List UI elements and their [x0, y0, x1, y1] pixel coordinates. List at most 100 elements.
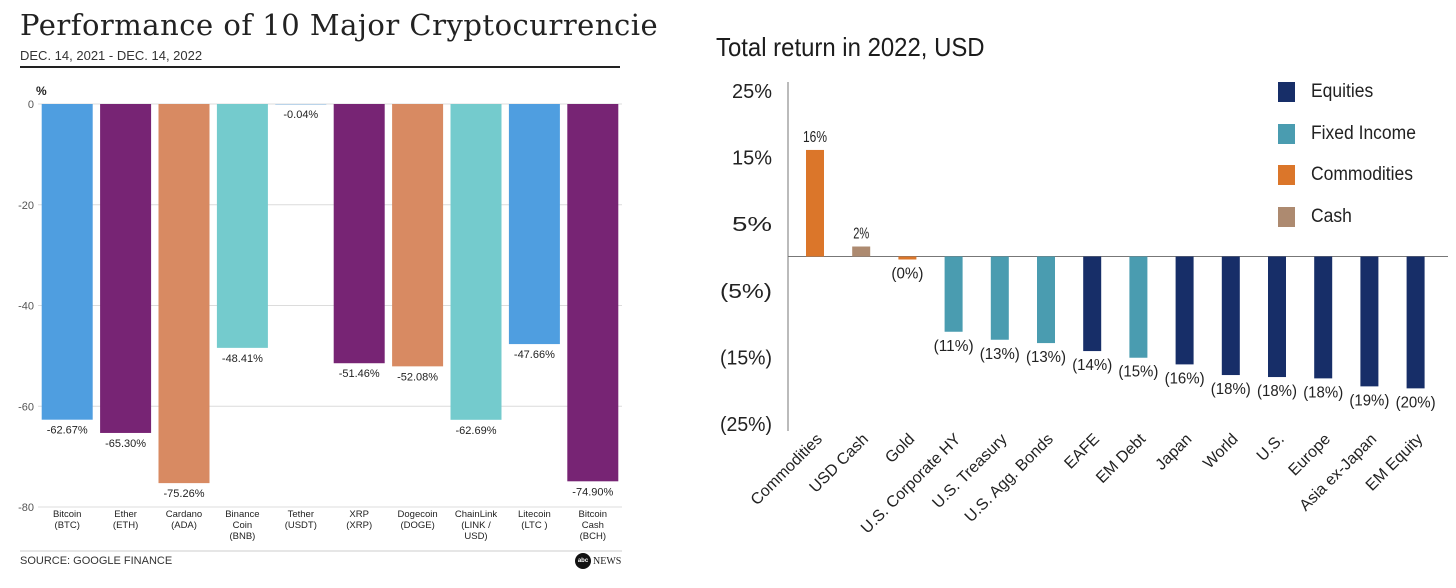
bar	[1314, 256, 1333, 379]
x-tick-label: (BTC)	[55, 520, 80, 531]
legend-swatch	[1278, 82, 1295, 102]
legend-label: Fixed Income	[1311, 122, 1416, 144]
y-tick-label: 0	[28, 99, 34, 111]
data-label: (13%)	[980, 346, 1020, 363]
bar	[852, 246, 871, 257]
data-label: (13%)	[1026, 349, 1066, 366]
data-label: (18%)	[1303, 384, 1343, 401]
data-label: (19%)	[1349, 392, 1389, 409]
x-tick-label: (ETH)	[113, 520, 138, 531]
y-tick-label: (15%)	[720, 347, 772, 369]
bar	[450, 104, 502, 420]
x-tick-label: (BCH)	[580, 531, 606, 542]
bar	[1083, 256, 1102, 352]
bar	[216, 104, 268, 348]
y-tick-label: -20	[18, 200, 34, 212]
bar	[158, 104, 210, 484]
chart-subtitle: DEC. 14, 2021 - DEC. 14, 2022	[20, 48, 203, 63]
x-tick-label: Cardano	[166, 509, 202, 520]
x-tick-label: Binance	[225, 509, 259, 520]
x-tick-label: USD)	[464, 531, 487, 542]
data-label: (18%)	[1211, 381, 1251, 398]
legend-label: Commodities	[1311, 164, 1414, 185]
bar	[990, 256, 1009, 340]
legend-swatch	[1278, 165, 1295, 185]
y-tick-label: -80	[18, 502, 34, 514]
legend-swatch	[1278, 123, 1295, 144]
data-label: -0.04%	[283, 109, 318, 121]
bar	[392, 104, 444, 367]
bar	[100, 104, 152, 433]
x-tick-label: (LINK /	[461, 520, 491, 531]
data-label: -65.30%	[105, 438, 146, 450]
abc-logo-icon: abc	[575, 553, 591, 569]
y-tick-label: (5%)	[720, 281, 772, 303]
x-tick-label: U.S.	[1254, 431, 1288, 465]
x-tick-label: (DOGE)	[400, 520, 434, 531]
data-label: -74.90%	[572, 486, 613, 498]
bar	[41, 104, 93, 420]
legend-item: Fixed Income	[1278, 123, 1425, 145]
bar	[1175, 256, 1194, 365]
returns-bar-chart: 25%15%5%(5%)(15%)(25%)16%Commodities2%US…	[720, 81, 1448, 537]
bar	[567, 104, 619, 482]
chart-title: Total return in 2022, USD	[716, 32, 985, 62]
legend-item: Cash	[1278, 206, 1355, 228]
returns-chart-panel: 25% 15% 5% (5%) (15%) (25%) 16% Commodities 2% US…	[658, 0, 1456, 588]
data-label: -62.67%	[47, 425, 88, 437]
y-tick-label: 5%	[732, 214, 772, 236]
x-tick-label: ChainLink	[455, 509, 497, 520]
x-tick-label: Dogecoin	[398, 509, 438, 520]
bar	[508, 104, 560, 345]
data-label: 2%	[853, 226, 869, 243]
data-label: (0%)	[891, 266, 923, 283]
x-tick-label: XRP	[349, 509, 369, 520]
bar	[1129, 256, 1148, 358]
legend-item: Equities	[1278, 81, 1379, 103]
y-tick-label: 25%	[732, 81, 772, 103]
y-tick-label: -60	[18, 401, 34, 413]
data-label: -48.41%	[222, 353, 263, 365]
crypto-chart-panel: % 0 -20 -40 -60 -80 -62.67% Bitcoin (BTC) -65.30%…	[0, 0, 673, 588]
chart-title: Performance of 10 Major Cryptocurrencies	[20, 8, 674, 42]
y-tick-label: 15%	[732, 148, 772, 170]
legend-item: Commodities	[1278, 164, 1422, 186]
data-label: (14%)	[1072, 357, 1112, 374]
x-tick-label: (XRP)	[346, 520, 372, 531]
x-tick-label: EAFE	[1061, 431, 1103, 473]
x-tick-label: (LTC )	[521, 520, 547, 531]
x-tick-label: Bitcoin	[53, 509, 82, 520]
bar	[806, 149, 824, 257]
x-tick-label: (ADA)	[171, 520, 197, 531]
data-label: -52.08%	[397, 371, 438, 383]
data-label: -51.46%	[339, 368, 380, 380]
data-label: (20%)	[1396, 394, 1436, 411]
x-tick-label: U.S. Agg. Bonds	[962, 431, 1057, 526]
data-label: (15%)	[1118, 364, 1158, 381]
x-tick-label: (USDT)	[285, 520, 317, 531]
bar	[898, 256, 917, 260]
bar	[333, 104, 385, 364]
source-note: SOURCE: GOOGLE FINANCE	[20, 555, 173, 567]
x-tick-label: Coin	[233, 520, 253, 531]
x-tick-label: EM Debt	[1093, 430, 1149, 486]
y-tick-label: (25%)	[720, 414, 772, 436]
y-axis-unit: %	[36, 84, 47, 98]
data-label: -62.69%	[456, 425, 497, 437]
abc-logo-word: NEWS	[593, 555, 622, 567]
x-tick-label: Litecoin	[518, 509, 551, 520]
legend-label: Equities	[1311, 81, 1374, 102]
x-tick-label: Cash	[582, 520, 604, 531]
x-tick-label: Gold	[882, 431, 918, 467]
data-label: (18%)	[1257, 383, 1297, 400]
data-label: 16%	[803, 129, 827, 146]
legend-swatch	[1278, 206, 1295, 227]
data-label: -47.66%	[514, 349, 555, 361]
data-label: -75.26%	[164, 488, 205, 500]
bar	[1360, 256, 1379, 387]
bar	[1037, 256, 1055, 344]
abc-news-logo: abc NEWS	[575, 553, 621, 569]
y-tick-label: -40	[18, 301, 34, 313]
x-tick-label: Tether	[288, 509, 314, 520]
x-tick-label: Ether	[114, 509, 137, 520]
